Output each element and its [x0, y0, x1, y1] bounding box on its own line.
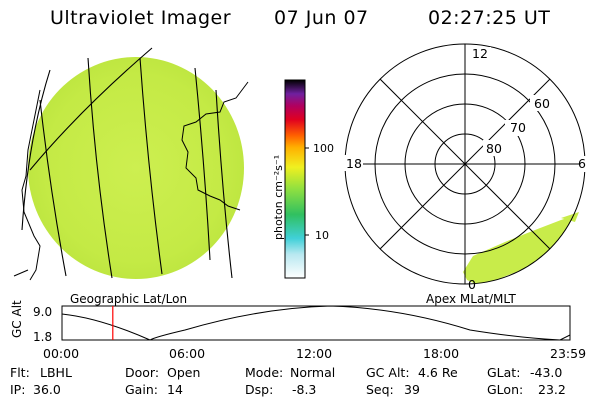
- time-tick-1800: 18:00: [423, 346, 460, 361]
- time-label: 02:27:25 UT: [428, 7, 551, 29]
- date-label: 07 Jun 07: [274, 7, 369, 29]
- altitude-ytick-min: 1.8: [33, 330, 53, 344]
- glon-value: 23.2: [538, 382, 566, 397]
- mlat-label-bg: [483, 140, 507, 156]
- glat-value: -43.0: [530, 365, 563, 380]
- mode-key: Mode:: [245, 365, 284, 380]
- glon-key: GLon:: [487, 382, 524, 397]
- gc-alt-value: 4.6 Re: [418, 365, 458, 380]
- header: Ultraviolet Imager 07 Jun 07 02:27:25 UT: [0, 0, 600, 36]
- ip-value: 36.0: [33, 382, 61, 397]
- mlt-label-0: 0: [468, 277, 476, 292]
- polar-plot: [339, 43, 591, 285]
- mlt-label-bg: [579, 156, 591, 172]
- door-key: Door:: [125, 365, 160, 380]
- seq-value: 39: [404, 382, 420, 397]
- gc-alt-key: GC Alt:: [366, 365, 410, 380]
- mlt-label-12: 12: [472, 46, 488, 61]
- status-row-2: IP: 36.0 Gain: 14 Dsp: -8.3 Seq: 39 GLon…: [0, 382, 600, 398]
- gain-value: 14: [167, 382, 183, 397]
- altitude-ytick-max: 9.0: [33, 305, 53, 319]
- glat-key: GLat:: [487, 365, 521, 380]
- mlat-label-60: 60: [534, 96, 550, 111]
- door-value: Open: [167, 365, 201, 380]
- altitude-axis-label: GC Alt: [10, 300, 24, 338]
- geographic-label: Geographic Lat/Lon: [70, 292, 188, 306]
- mlt-label-bg: [339, 155, 363, 171]
- mlt-label-bg: [471, 47, 491, 63]
- geographic-image: [13, 47, 249, 281]
- auroral-oval-extension: [561, 212, 579, 222]
- dsp-value: -8.3: [292, 382, 317, 397]
- filter-key: Flt:: [10, 365, 30, 380]
- altitude-curve: [61, 305, 571, 341]
- time-tick-0600: 06:00: [169, 346, 206, 361]
- mlt-label-6: 6: [578, 156, 586, 171]
- seq-key: Seq:: [366, 382, 394, 397]
- mlat-label-70: 70: [510, 120, 526, 135]
- filter-value: LBHL: [40, 365, 72, 380]
- coastlines: [13, 81, 249, 281]
- auroral-oval-image: [463, 214, 579, 284]
- polar-label: Apex MLat/MLT: [426, 292, 516, 306]
- altitude-strip: [61, 305, 571, 341]
- mode-value: Normal: [290, 365, 336, 380]
- dsp-key: Dsp:: [245, 382, 274, 397]
- gain-key: Gain:: [125, 382, 158, 397]
- time-tick-0000: 00:00: [43, 346, 80, 361]
- mlt-label-18: 18: [346, 156, 362, 171]
- colorbar-unit-label: photon cm⁻²s⁻¹: [272, 154, 285, 240]
- mlat-label-80: 80: [486, 141, 502, 156]
- altitude-plot-frame: [61, 305, 571, 341]
- time-tick-1200: 12:00: [296, 346, 333, 361]
- colorbar: [284, 79, 309, 279]
- mlat-label-bg: [530, 95, 554, 111]
- colorbar-tick-100: 100: [313, 142, 334, 155]
- time-tick-2359: 23:59: [550, 346, 587, 361]
- instrument-title: Ultraviolet Imager: [50, 7, 232, 29]
- colorbar-scale: [284, 79, 306, 279]
- status-row-1: Flt: LBHL Door: Open Mode: Normal GC Alt…: [0, 365, 600, 381]
- polar-grid: [344, 43, 586, 285]
- mlat-label-bg: [505, 120, 529, 136]
- colorbar-tick-10: 10: [315, 229, 329, 242]
- ip-key: IP:: [10, 382, 26, 397]
